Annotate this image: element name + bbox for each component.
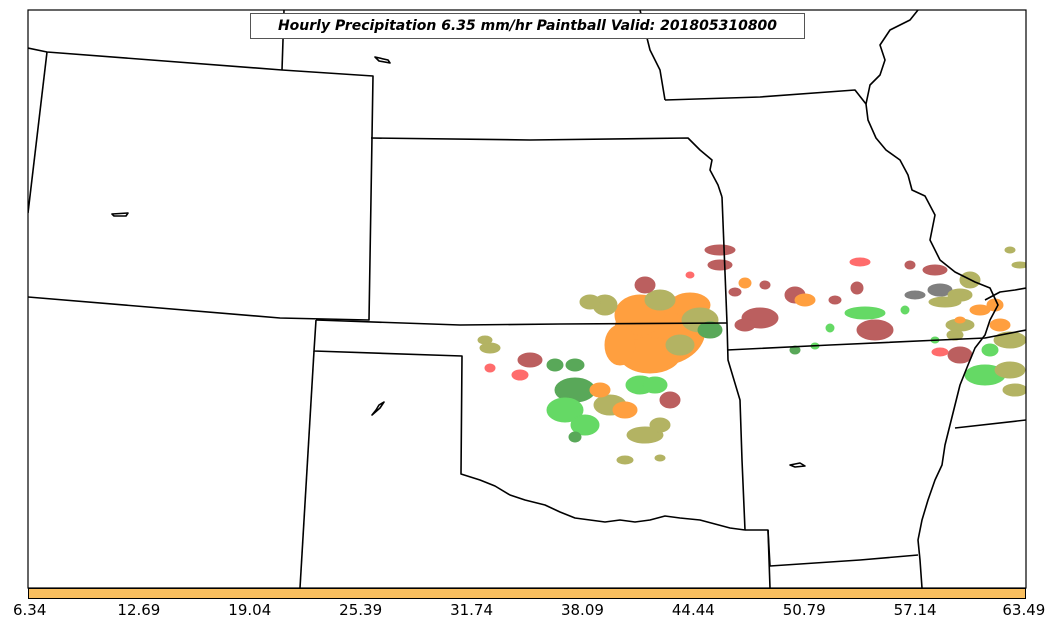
paintball-blob <box>477 335 493 345</box>
paintball-blob <box>685 271 695 279</box>
kansas-east-border <box>721 196 728 324</box>
paintball-blob <box>989 318 1011 332</box>
paintball-blob <box>850 281 864 295</box>
lake-colorado <box>111 212 129 217</box>
paintball-blob <box>665 334 695 356</box>
paintball-blob <box>1004 246 1016 254</box>
paintball-blob <box>922 264 948 276</box>
wyoming-border <box>28 51 48 214</box>
paintball-blob <box>546 397 584 423</box>
paintball-blob <box>568 431 582 443</box>
colorbar-tick-label: 25.39 <box>339 601 383 619</box>
paintball-blob <box>707 259 733 271</box>
colorbar <box>28 588 1026 599</box>
paintball-blob <box>1002 383 1026 397</box>
texas-panhandle-border <box>299 350 315 588</box>
paintball-blob <box>697 321 723 339</box>
paintball-blob <box>511 369 529 381</box>
colorbar-tick-label: 50.79 <box>782 601 826 619</box>
lake-oklahoma <box>371 401 385 416</box>
paintball-blob <box>828 295 842 305</box>
paintball-blob <box>993 331 1026 349</box>
paintball-blob <box>738 277 752 289</box>
map-title: Hourly Precipitation 6.35 mm/hr Paintbal… <box>250 13 805 39</box>
arkansas-texas-border <box>745 529 771 588</box>
paintball-blob <box>947 288 973 302</box>
paintball-blob <box>704 244 736 256</box>
iowa-border <box>664 89 867 105</box>
oklahoma-east-border <box>726 322 746 531</box>
paintball-blob <box>734 318 756 332</box>
paintball-blob <box>981 343 999 357</box>
colorbar-tick-label: 63.49 <box>1002 601 1046 619</box>
colorbar-tick-label: 57.14 <box>893 601 937 619</box>
colorbar-tick-label: 19.04 <box>228 601 272 619</box>
oklahoma-border <box>313 319 746 531</box>
state-boundaries <box>28 10 1026 588</box>
paintball-blob <box>579 294 601 310</box>
paintball-blob <box>517 352 543 368</box>
paintball-blob <box>844 306 886 320</box>
colorbar-tick-label: 6.34 <box>12 601 47 619</box>
paintball-blob <box>904 260 916 270</box>
missouri-south-border <box>726 329 1026 351</box>
paintball-blob <box>1011 261 1026 269</box>
colorbar-tick-label: 31.74 <box>450 601 494 619</box>
paintball-blob <box>900 305 910 315</box>
mississippi-river <box>865 103 999 588</box>
tennessee-border <box>954 419 1026 429</box>
paintball-blob <box>759 280 771 290</box>
paintball-blob <box>825 323 835 333</box>
wisconsin-river <box>865 10 919 105</box>
paintball-blob <box>856 319 894 341</box>
paintball-blob <box>994 361 1026 379</box>
paintball-blob <box>849 257 871 267</box>
colorbar-tick-label: 12.69 <box>117 601 161 619</box>
paintball-blob <box>654 454 666 462</box>
colorbar-tick-label: 44.44 <box>671 601 715 619</box>
paintball-blob <box>642 376 668 394</box>
paintball-blob <box>565 358 585 372</box>
paintball-blob <box>644 289 676 311</box>
paintball-blob <box>931 347 949 357</box>
paintball-blob <box>570 414 600 436</box>
paintball-blob <box>479 342 501 354</box>
paintball-blob <box>728 287 742 297</box>
paintball-blob <box>659 391 681 409</box>
paintball-blob <box>794 293 816 307</box>
kansas-north-border <box>370 137 723 198</box>
paintball-blob <box>649 417 671 433</box>
paintball-blob <box>604 324 636 366</box>
lake-arkansas <box>789 462 806 468</box>
paintball-blob <box>904 290 926 300</box>
paintball-blob <box>612 401 638 419</box>
lake-nebraska <box>374 56 391 64</box>
paintball-blob <box>546 358 564 372</box>
map-background <box>28 10 1026 588</box>
paintball-blob <box>616 455 634 465</box>
colorbar-tick-label: 38.09 <box>560 601 604 619</box>
paintball-blob <box>947 346 973 364</box>
precipitation-paintballs <box>477 244 1026 465</box>
kansas-south-border <box>315 319 728 326</box>
paintball-blob <box>954 316 966 324</box>
kentucky-border <box>984 287 1026 301</box>
paintball-blob <box>589 382 611 398</box>
paintball-blob <box>484 363 496 373</box>
paintball-blob <box>634 276 656 294</box>
